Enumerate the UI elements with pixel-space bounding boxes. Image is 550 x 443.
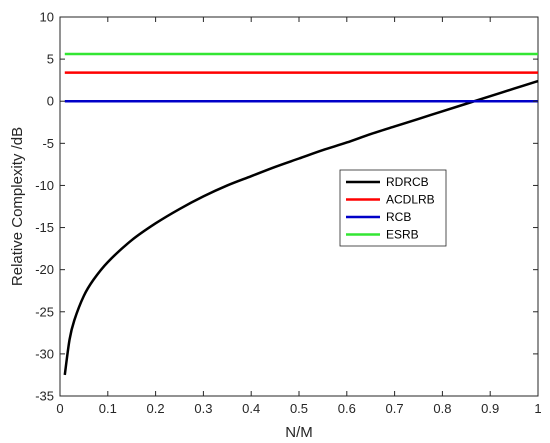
y-axis-label: Relative Complexity /dB [9, 127, 26, 286]
y-tick-label: 5 [47, 52, 54, 67]
y-tick-label: -10 [35, 178, 54, 193]
x-tick-label: 0.8 [433, 401, 451, 416]
y-tick-label: -5 [42, 136, 54, 151]
y-tick-label: -20 [35, 262, 54, 277]
y-tick-label: -35 [35, 389, 54, 404]
x-tick-label: 0.7 [386, 401, 404, 416]
x-tick-label: 0.4 [242, 401, 260, 416]
x-tick-label: 1 [534, 401, 541, 416]
x-axis-label: N/M [285, 424, 313, 441]
y-tick-label: -15 [35, 220, 54, 235]
y-tick-label: 0 [47, 94, 54, 109]
series-layer [63, 52, 539, 376]
x-tick-label: 0.1 [99, 401, 117, 416]
legend-entry: RDRCB [386, 175, 429, 189]
x-axis: 0 0.1 0.2 0.3 0.4 0.5 0.6 0.7 0.8 0.9 1 [56, 17, 542, 416]
legend-entry: RCB [386, 210, 411, 224]
legend-entry: ACDLRB [386, 193, 435, 207]
y-tick-label: 10 [40, 10, 54, 25]
x-tick-label: 0.5 [290, 401, 308, 416]
series-line-rdrcb [63, 79, 539, 376]
y-axis: -35 -30 -25 -20 -15 -10 -5 0 5 10 [35, 10, 538, 404]
y-tick-label: -30 [35, 346, 54, 361]
x-tick-label: 0.2 [147, 401, 165, 416]
x-tick-label: 0.9 [481, 401, 499, 416]
legend: RDRCB ACDLRB RCB ESRB [339, 169, 447, 247]
legend-entry: ESRB [386, 228, 419, 242]
plot-area [59, 16, 539, 397]
x-tick-label: 0.3 [194, 401, 212, 416]
x-tick-label: 0 [56, 401, 63, 416]
x-tick-label: 0.6 [338, 401, 356, 416]
plot-frame [59, 16, 539, 397]
y-tick-label: -25 [35, 304, 54, 319]
